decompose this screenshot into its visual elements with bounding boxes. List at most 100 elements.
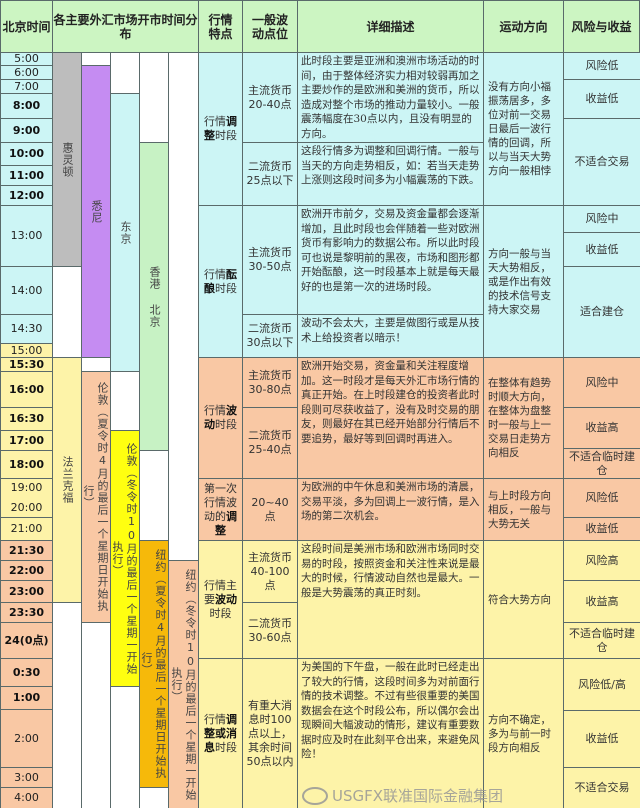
market-session-bar: 东京 [110, 93, 140, 372]
time-label: 23:30 [8, 605, 44, 619]
text: 行情 [204, 267, 226, 281]
text: 行情 [204, 404, 226, 417]
risk-return: 收益低 [563, 79, 640, 119]
time-label: 23:00 [8, 584, 44, 598]
risk-return: 风险低/高 [563, 658, 640, 711]
text: 时段 [209, 606, 232, 620]
text: 主流货币 20-40点 [248, 83, 292, 111]
risk-return: 不适合交易 [563, 118, 640, 206]
text: 伦敦（夏令时4月的最后一个星期日开始执行） [82, 382, 109, 612]
time-cell: 17:00 [0, 430, 53, 451]
risk-return: 不适合临时建仓 [563, 448, 640, 479]
volatility-points: 20~40点 [242, 478, 298, 541]
time-cell: 9:00 [0, 118, 53, 143]
market-feature: 行情调整时段 [198, 52, 243, 206]
time-label: 21:30 [8, 543, 44, 557]
time-label: 11:00 [8, 168, 44, 182]
text: 酝酿 [204, 267, 237, 295]
text: 波动 [215, 592, 237, 606]
text: 这段行情多为调整和回调行情。一般与当天的方向走势相反，如：若当天走势上涨则这段时… [301, 145, 480, 186]
time-label: 10:00 [8, 147, 44, 160]
text: 与上时段方向相反，一般与大势无关 [488, 489, 551, 530]
text: 欧洲开始交易，资金量和关注程度增加。这一时段才是每天外汇市场行情的真正开始。在上… [301, 360, 480, 445]
time-label: 5:00 [14, 52, 39, 65]
text: 在整体有趋势时顺大方向，在整体为盘整时一般与上一交易日走势方向相反 [488, 377, 551, 459]
risk-return: 风险高 [563, 540, 640, 581]
text: 时段 [215, 129, 237, 142]
header-markets: 各主要外汇市场开市时间分布 [52, 0, 199, 53]
market-session-bar: 悉尼 [81, 65, 111, 358]
volatility-points: 主流货币 30-50点 [242, 205, 298, 315]
text: 风险低 [585, 491, 619, 504]
text: 收益高 [585, 421, 619, 434]
watermark: USGFX联准国际金融集团 [302, 787, 503, 805]
time-label: 7:00 [14, 79, 39, 93]
volatility-points: 二流货币 25-40点 [242, 407, 298, 479]
text: 这段时间是美洲市场和欧洲市场同时交易的时段，按照资金和关注性来说是最大的时候，行… [301, 543, 480, 599]
time-cell: 23:00 [0, 580, 53, 603]
time-cell: 16:00 [0, 371, 53, 408]
time-cell: 5:00 [0, 52, 53, 66]
text: 伦敦（冬令时10月的最后一个星期一开始执行） [111, 442, 138, 675]
risk-return: 收益低 [563, 517, 640, 541]
text: 调整 [215, 509, 237, 537]
time-cell: 16:30 [0, 407, 53, 431]
risk-return: 收益低 [563, 232, 640, 267]
text: 香港 北京 [148, 265, 161, 328]
text: 东京 [119, 220, 132, 245]
text: 第一次行情波动的 [204, 481, 237, 523]
time-cell: 19:00 20:00 [0, 478, 53, 518]
movement-direction: 方向不确定，多为与前一时段方向相反 [483, 658, 564, 808]
time-label: 16:30 [8, 412, 44, 425]
time-label: 18:00 [8, 457, 44, 471]
market-feature: 行情酝酿时段 [198, 205, 243, 358]
text: 主流货币 40-100点 [248, 550, 292, 592]
market-feature: 行情主要波动时段 [198, 540, 243, 659]
detail-description: 欧洲开市前夕，交易及资金量都会逐渐增加，且此时段也会伴随着一些对欧洲货币有影响力… [297, 205, 484, 315]
text: 悉尼 [90, 199, 103, 224]
time-label: 15:30 [8, 357, 44, 371]
detail-description: 这段行情多为调整和回调行情。一般与当天的方向走势相反，如：若当天走势上涨则这段时… [297, 142, 484, 206]
time-cell: 24(0点) [0, 622, 53, 659]
risk-return: 不适合临时建仓 [563, 622, 640, 659]
text: 风险高 [585, 553, 619, 567]
time-cell: 8:00 [0, 93, 53, 119]
text: 波动不会太大，主要是做图行或是从技术上给投资者以暗示！ [301, 317, 480, 344]
text: 主流货币 30-80点 [248, 368, 292, 396]
text: 行情 [204, 712, 226, 726]
time-cell: 14:00 [0, 266, 53, 315]
risk-return: 收益低 [563, 710, 640, 768]
movement-direction: 在整体有趋势时顺大方向，在整体为盘整时一般与上一交易日走势方向相反 [483, 357, 564, 479]
movement-direction: 符合大势方向 [483, 540, 564, 659]
text: 风险中 [585, 212, 619, 225]
text: 为欧洲的中午休息和美洲市场的清晨，交易平淡，多为回调上一波行情，是入场的第二次机… [301, 481, 480, 522]
market-session-bar: 法兰克福 [52, 357, 82, 603]
risk-return: 风险中 [563, 205, 640, 233]
volatility-points: 二流货币 30点以下 [242, 314, 298, 358]
market-session-bar: 惠灵顿 [52, 52, 82, 267]
text: 风险低/高 [578, 677, 626, 691]
text: 行情 [204, 115, 226, 128]
text: 纽约（冬令时10月的最后一个星期一开始执行） [170, 568, 197, 801]
time-label: 19:00 [10, 481, 43, 494]
detail-description: 欧洲开始交易，资金量和关注程度增加。这一时段才是每天外汇市场行情的真正开始。在上… [297, 357, 484, 479]
market-feature: 行情调整或消息时段 [198, 658, 243, 808]
time-label: 8:00 [12, 99, 41, 112]
text: 方向不确定，多为与前一时段方向相反 [488, 713, 551, 754]
text: 不适合交易 [574, 155, 630, 168]
text: 此时段主要是亚洲和澳洲市场活动的时间，由于整体经济实力相对较弱再加之主要炒作的是… [301, 55, 480, 140]
text: 时段 [215, 281, 237, 295]
header-feature: 行情特点 [198, 0, 243, 53]
text: 二流货币 25-40点 [248, 429, 292, 456]
time-label: 17:00 [8, 433, 44, 447]
risk-return: 风险低 [563, 478, 640, 518]
text: 法兰克福 [61, 456, 74, 504]
time-cell: 3:00 [0, 767, 53, 788]
time-label: 14:00 [10, 283, 43, 297]
time-cell: 22:00 [0, 560, 53, 581]
risk-return: 适合建仓 [563, 266, 640, 358]
text: 二流货币 30-60点 [248, 616, 292, 644]
time-cell: 1:00 [0, 686, 53, 710]
text: 20~40点 [251, 495, 289, 523]
